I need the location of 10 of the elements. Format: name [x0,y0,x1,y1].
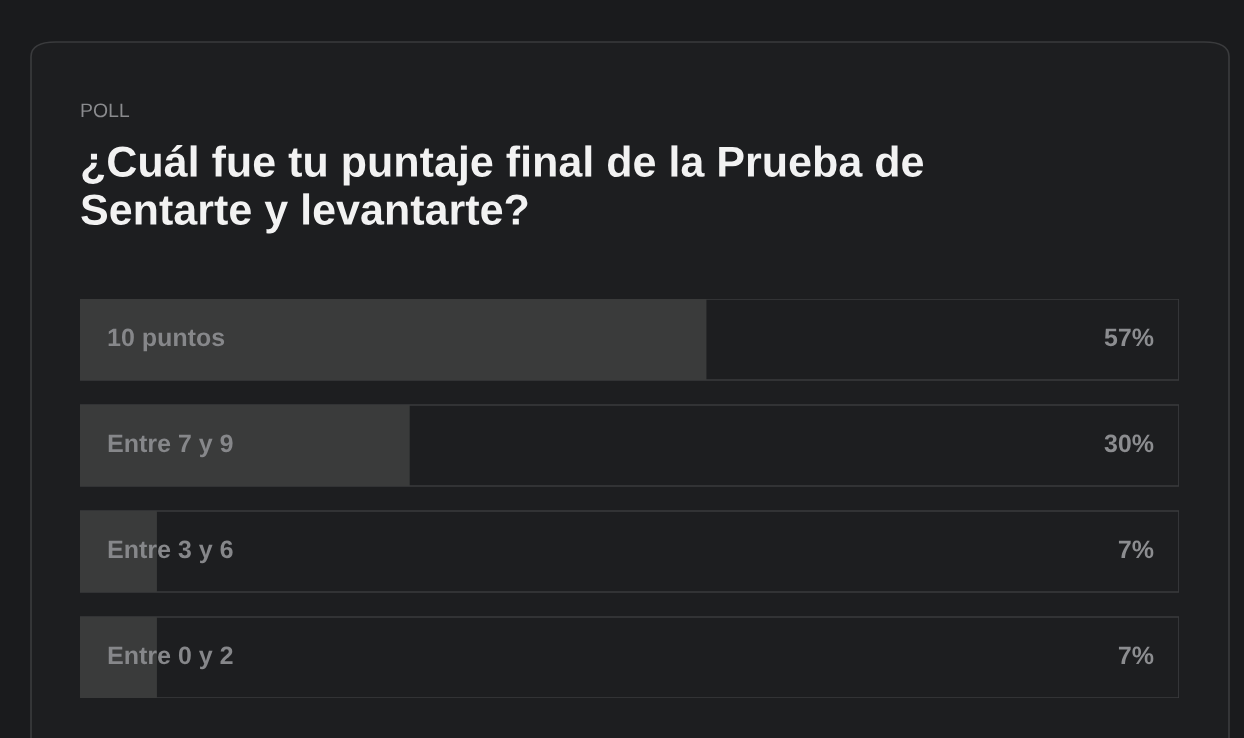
y-tick-label: Entre 3 y 6 [108,540,233,564]
data-label: 57% [1104,328,1154,347]
data-label: 7% [1118,540,1154,559]
chart-subtitle: POLL [81,103,130,118]
data-label: 7% [1118,646,1154,665]
y-tick-label: 10 puntos [108,328,225,352]
y-tick-label: Entre 7 y 9 [108,434,233,458]
data-label: 30% [1104,434,1154,453]
y-tick-label: Entre 0 y 2 [108,646,233,670]
chart-title: ¿Cuál fue tu puntaje final de la Prueba de Sentarte y levantarte? [81,145,924,234]
